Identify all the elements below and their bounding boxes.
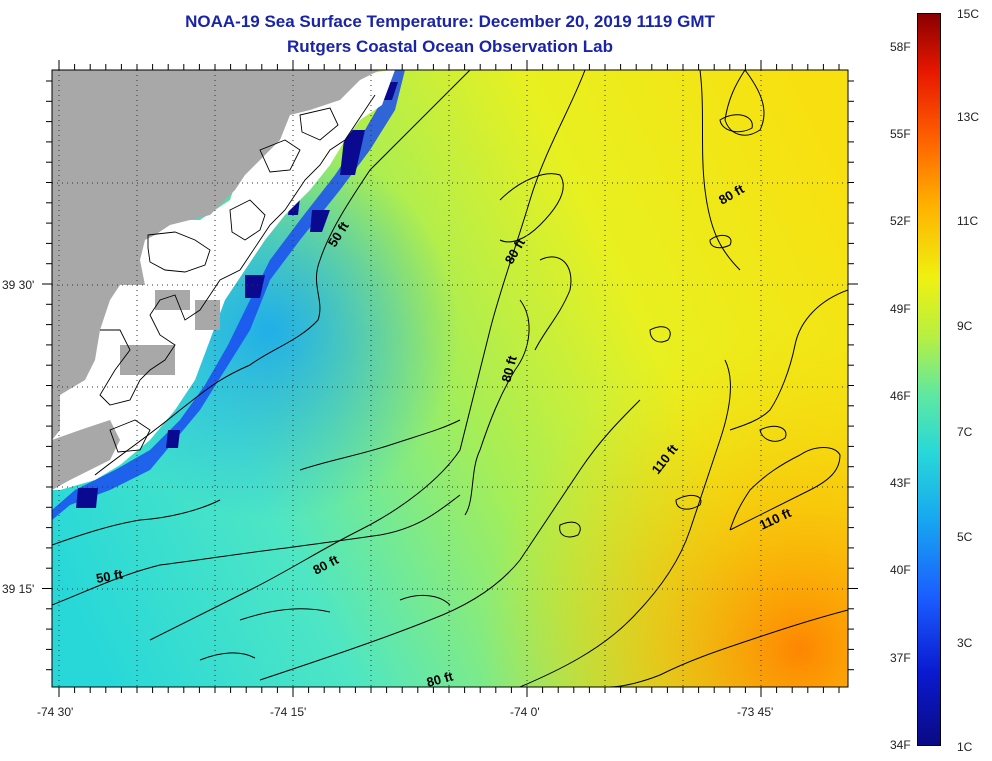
colorbar-c-label: 13C xyxy=(957,110,980,124)
colorbar-c-label: 11C xyxy=(957,214,979,228)
bathymetry-contours xyxy=(52,70,848,687)
colorbar-f-label: 46F xyxy=(890,389,911,403)
contour-label: 50 ft xyxy=(95,566,125,586)
land-mass xyxy=(52,70,380,440)
contour-label: 80 ft xyxy=(498,353,520,383)
lat-label: 39 30' xyxy=(2,278,35,292)
colorbar-f-label: 52F xyxy=(890,214,911,228)
temperature-colorbar xyxy=(917,13,941,746)
colorbar-f-label: 49F xyxy=(890,302,911,316)
lon-label: -73 45' xyxy=(737,705,774,719)
lon-label: -74 15' xyxy=(270,705,307,719)
axis-ticks xyxy=(42,60,858,697)
colorbar-f-label: 43F xyxy=(890,476,911,490)
lon-label: -74 30' xyxy=(37,705,74,719)
lat-label: 39 15' xyxy=(2,582,35,596)
colorbar-f-label: 37F xyxy=(890,651,911,665)
lon-label: -74 0' xyxy=(510,705,540,719)
map-frame xyxy=(51,69,849,688)
map-subtitle: Rutgers Coastal Ocean Observation Lab xyxy=(287,37,613,56)
colorbar-c-label: 9C xyxy=(957,319,973,333)
contour-label: 80 ft xyxy=(425,668,455,690)
colorbar-c-label: 7C xyxy=(957,425,973,439)
colorbar-c-label: 5C xyxy=(957,530,973,544)
colorbar-f-label: 40F xyxy=(890,563,911,577)
colorbar-f-label: 34F xyxy=(890,738,911,752)
map-title: NOAA-19 Sea Surface Temperature: Decembe… xyxy=(185,12,715,31)
colorbar-f-label: 55F xyxy=(890,127,911,141)
colorbar-f-label: 58F xyxy=(890,40,911,54)
colorbar-c-label: 15C xyxy=(957,7,980,21)
coastline xyxy=(99,94,376,453)
colorbar-c-label: 3C xyxy=(957,636,973,650)
colorbar-c-label: 1C xyxy=(957,740,973,754)
